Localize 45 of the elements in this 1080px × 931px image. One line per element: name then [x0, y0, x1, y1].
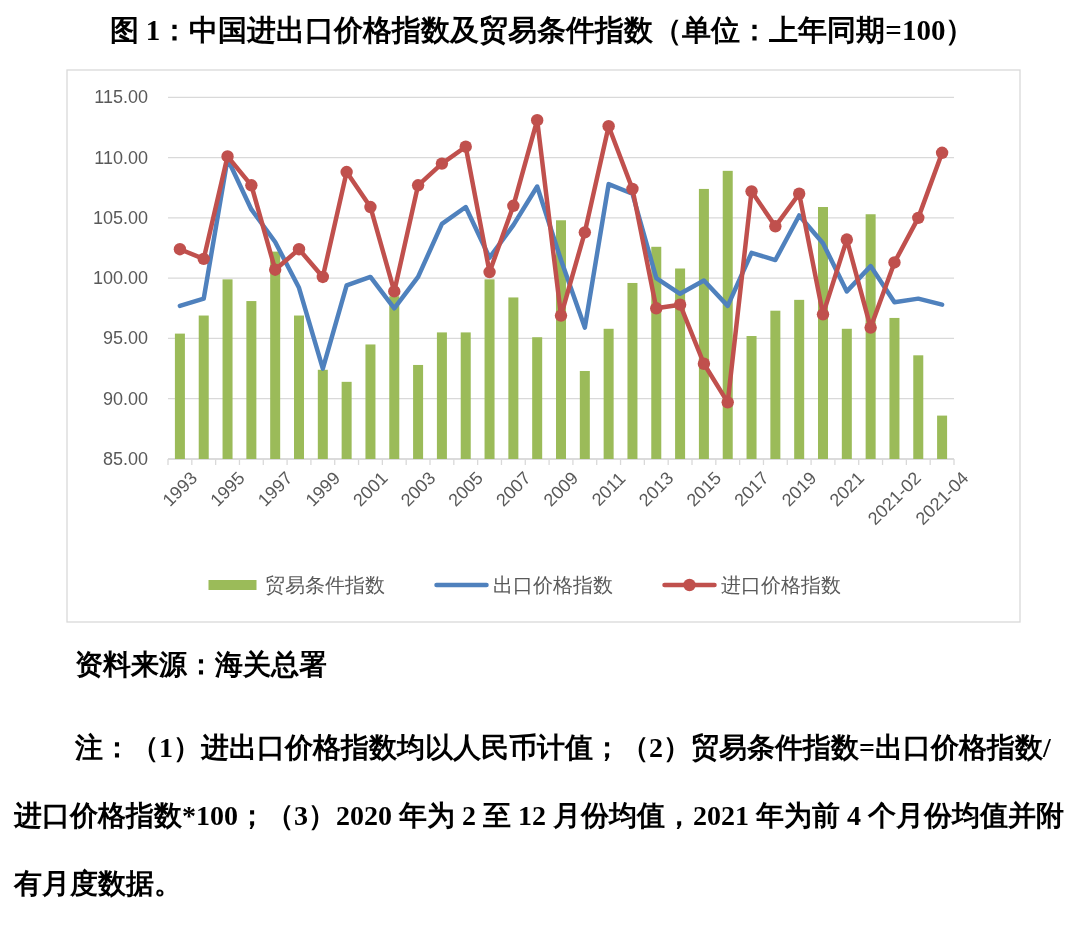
point [483, 265, 496, 279]
point [578, 226, 592, 239]
legend-label: 出口价格指数 [492, 574, 613, 596]
point [816, 308, 830, 321]
point [507, 199, 520, 213]
point [697, 357, 711, 370]
y-tick-label: 115.00 [94, 87, 148, 108]
point [745, 185, 758, 198]
point [888, 256, 901, 269]
legend-label: 贸易条件指数 [264, 574, 385, 596]
point [912, 211, 925, 225]
point [340, 165, 353, 179]
y-tick-label: 100.00 [92, 268, 148, 289]
point [626, 182, 639, 196]
y-tick-label: 105.00 [92, 207, 148, 228]
point [673, 298, 687, 311]
point [769, 220, 782, 233]
point [173, 243, 187, 256]
y-tick-label: 95.00 [102, 328, 148, 349]
point [268, 263, 282, 276]
legend-label: 进口价格指数 [720, 574, 841, 596]
y-tick-label: 90.00 [102, 388, 148, 409]
point [935, 146, 949, 159]
point [316, 270, 330, 284]
point [530, 114, 544, 127]
point [554, 309, 568, 322]
point [197, 252, 210, 266]
text: 注：（1）进出口价格指数均以人民币计值；（2）贸易条件指数=出口价格指数/进口价格指数*100；（3）2020 年为 2 至 12 月份均值，2021 年为前 4 个月份均值并附有月度数据。 [14, 732, 1064, 899]
chart-title: 图 1：中国进出口价格指数及贸易条件指数（单位：上年同期=100） [109, 14, 975, 46]
point [459, 140, 472, 153]
point [364, 200, 377, 214]
text: 资料来源：海关总署 [74, 648, 328, 682]
point [435, 157, 449, 170]
y-tick-label: 85.00 [102, 449, 148, 469]
point [388, 285, 401, 298]
point [602, 120, 615, 133]
point [221, 150, 234, 163]
point [292, 243, 306, 256]
point [840, 233, 854, 246]
point [721, 396, 734, 409]
point [650, 302, 663, 315]
y-tick-label: 110.00 [94, 147, 148, 168]
point [245, 179, 258, 192]
point [792, 187, 806, 200]
point [411, 179, 425, 192]
